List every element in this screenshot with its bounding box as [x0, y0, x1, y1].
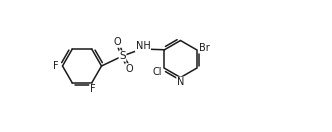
- Text: F: F: [53, 61, 59, 71]
- Text: N: N: [177, 77, 184, 87]
- Text: NH: NH: [136, 41, 150, 51]
- Text: S: S: [119, 51, 126, 61]
- Text: O: O: [114, 37, 121, 47]
- Text: Cl: Cl: [152, 67, 162, 77]
- Text: Br: Br: [199, 43, 209, 53]
- Text: F: F: [90, 84, 96, 94]
- Text: O: O: [126, 64, 133, 74]
